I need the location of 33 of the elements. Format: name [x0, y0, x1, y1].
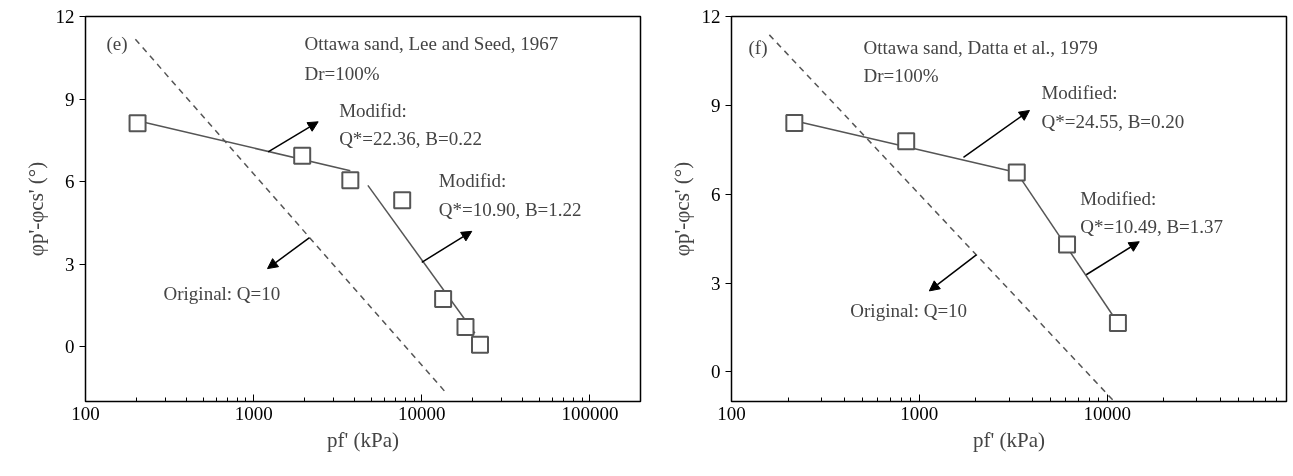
annotation: Modified: Q*=24.55, B=0.20	[1041, 82, 1185, 132]
annotation: Modifid: Q*=22.36, B=0.22	[339, 99, 482, 150]
x-axis-title: pf' (kPa)	[326, 427, 400, 452]
x-tick-label: 1000	[900, 402, 939, 424]
annotation: Ottawa sand, Datta et al., 1979	[863, 36, 1098, 58]
x-tick-label: 10000	[398, 402, 446, 424]
annotation: Original: Q=10	[163, 282, 281, 304]
y-tick-label: 6	[711, 183, 721, 205]
y-tick-label: 12	[701, 6, 721, 27]
y-axis-title: φp'-φcs' (°)	[669, 161, 694, 257]
y-tick-label: 6	[65, 171, 75, 192]
x-tick-label: 100000	[561, 402, 619, 424]
x-tick-label: 100	[717, 402, 746, 424]
annotation: Modifid: Q*=10.90, B=1.22	[438, 170, 582, 220]
x-tick-label: 10000	[1083, 402, 1131, 424]
y-tick-label: 9	[65, 88, 75, 110]
annotation: Dr=100%	[304, 62, 380, 84]
annotation: Dr=100%	[863, 64, 939, 86]
y-tick-label: 3	[711, 272, 721, 294]
x-axis-title: pf' (kPa)	[972, 427, 1046, 452]
annotation: Modified: Q*=10.49, B=1.37	[1080, 187, 1224, 238]
y-tick-label: 12	[55, 6, 75, 27]
y-tick-label: 0	[711, 361, 721, 383]
annotation: Ottawa sand, Lee and Seed, 1967	[304, 32, 559, 54]
x-tick-label: 1000	[234, 402, 273, 424]
y-tick-label: 3	[65, 253, 75, 275]
annotation: (f)	[748, 36, 768, 59]
y-axis-title: φp'-φcs' (°)	[23, 161, 48, 257]
annotation: Original: Q=10	[850, 299, 968, 321]
x-tick-label: 100	[71, 402, 100, 424]
y-tick-label: 0	[65, 336, 75, 357]
y-tick-label: 9	[711, 94, 721, 116]
annotation: (e)	[106, 32, 128, 55]
